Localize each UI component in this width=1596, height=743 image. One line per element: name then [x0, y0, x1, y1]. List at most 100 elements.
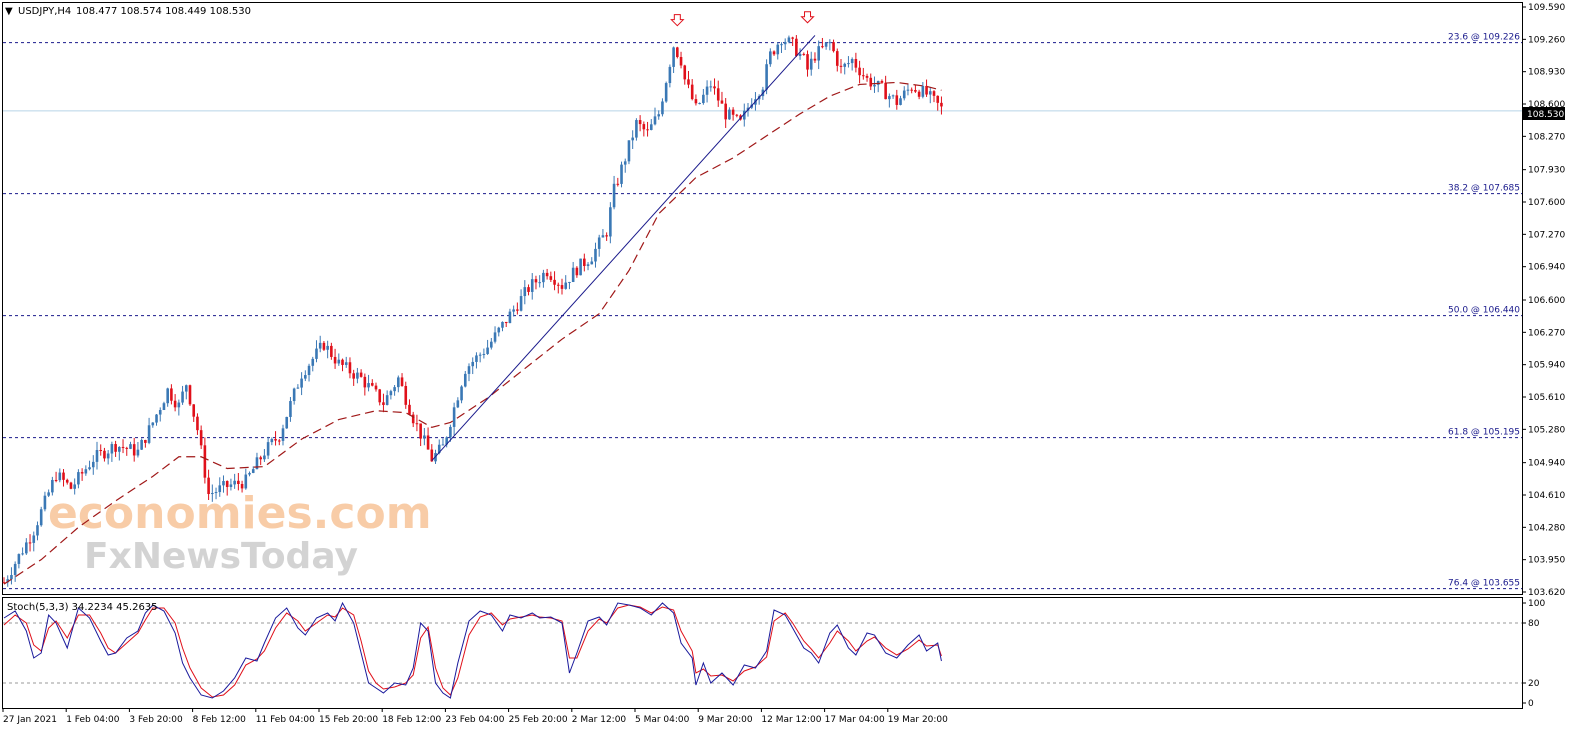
candle-bullish [672, 47, 675, 67]
collapse-arrow-icon[interactable]: ▼ [5, 6, 13, 17]
candle-bullish [482, 353, 486, 355]
y-tick-label: 107.930 [1528, 166, 1565, 176]
candle-bearish [352, 373, 355, 379]
candle-bullish [181, 391, 184, 403]
candle-bullish [385, 395, 389, 405]
candle-bullish [921, 85, 925, 97]
candle-bearish [835, 51, 839, 66]
candle-bearish [225, 481, 229, 487]
candle-bullish [449, 426, 452, 438]
stoch-label: Stoch(5,3,3) 34.2234 45.2635 [7, 602, 158, 613]
candle-bearish [240, 483, 244, 489]
candle-bearish [274, 439, 277, 441]
candle-bullish [899, 98, 902, 105]
x-tick-label: 25 Feb 20:00 [509, 715, 568, 725]
candle-bearish [605, 235, 608, 237]
y-tick-label: 108.270 [1528, 132, 1565, 142]
candle-bearish [884, 82, 887, 100]
candle-bullish [653, 116, 657, 125]
candle-bullish [233, 480, 236, 485]
y-tick-label: 105.610 [1528, 393, 1565, 403]
candle-bearish [735, 114, 739, 116]
candle-bullish [423, 435, 426, 439]
candle-bullish [475, 355, 478, 362]
candle-bullish [471, 361, 475, 367]
candle-bullish [463, 373, 467, 387]
candle-bullish [95, 450, 99, 462]
candle-bullish [564, 282, 568, 289]
candle-bullish [17, 554, 21, 564]
candle-bearish [534, 279, 538, 283]
candle-bullish [631, 137, 634, 141]
time-axis: 27 Jan 2021 1 Feb 04:00 3 Feb 20:00 8 Feb 1… [2, 708, 948, 725]
candle-bullish [158, 410, 162, 415]
candle-bullish [456, 400, 460, 408]
candle-bearish [144, 439, 147, 443]
x-tick-label: 2 Mar 12:00 [572, 715, 627, 725]
candle-bullish [77, 472, 80, 485]
y-tick-label: 108.930 [1528, 68, 1565, 78]
candle-bullish [229, 484, 233, 487]
candle-bullish [147, 425, 151, 443]
stoch-tick-label: 20 [1528, 679, 1540, 689]
watermark-economies: economies.com [48, 488, 432, 539]
candle-bearish [400, 377, 404, 386]
candle-bearish [114, 444, 117, 452]
candle-bearish [724, 103, 727, 120]
candle-bearish [720, 100, 724, 104]
candle-bearish [516, 309, 519, 311]
candle-bullish [497, 327, 501, 333]
x-tick-label: 9 Mar 20:00 [698, 715, 753, 725]
candle-bullish [39, 509, 43, 526]
candle-bullish [828, 42, 832, 44]
x-tick-label: 19 Mar 20:00 [888, 715, 948, 725]
candle-bullish [118, 446, 121, 452]
y-tick-label: 103.620 [1528, 588, 1565, 598]
y-tick-label: 107.600 [1528, 198, 1565, 208]
candle-bullish [281, 428, 285, 441]
candle-bearish [832, 42, 835, 52]
watermark-fxnewstoday: FxNewsToday [84, 536, 358, 577]
swing-high-arrow-icon [670, 14, 685, 27]
candle-bullish [530, 279, 534, 292]
candle-bullish [84, 469, 88, 474]
candle-bearish [880, 80, 884, 83]
candle-bullish [311, 358, 315, 366]
candle-bullish [289, 401, 292, 417]
candle-bullish [906, 89, 910, 91]
candle-bullish [296, 387, 300, 389]
candle-bullish [36, 525, 39, 536]
candle-bearish [359, 372, 363, 377]
candle-bearish [936, 95, 940, 103]
candle-bullish [140, 439, 143, 450]
candle-bearish [862, 75, 865, 77]
candle-bullish [326, 345, 329, 350]
candle-bearish [99, 450, 103, 452]
chart-ohlc: 108.477 108.574 108.449 108.530 [76, 6, 251, 17]
candle-bullish [337, 359, 341, 364]
x-tick-label: 1 Feb 04:00 [66, 715, 120, 725]
swing-high-arrow-icon [800, 11, 815, 24]
candle-bullish [300, 378, 303, 388]
fib-level-label: 23.6 @ 109.226 [1448, 33, 1520, 43]
candle-bullish [843, 63, 847, 67]
candle-bullish [579, 258, 582, 276]
candle-bullish [307, 365, 311, 376]
y-tick-label: 109.590 [1528, 3, 1565, 13]
y-tick-label: 104.280 [1528, 523, 1565, 533]
candle-bullish [620, 164, 623, 184]
candle-bullish [88, 467, 91, 470]
candle-bullish [847, 63, 850, 65]
y-tick-label: 104.940 [1528, 459, 1565, 469]
fibonacci-levels: 23.6 @ 109.226 38.2 @ 107.685 50.0 @ 106.4… [3, 33, 1522, 590]
candle-bullish [318, 342, 322, 349]
candle-bullish [91, 461, 95, 468]
candle-bearish [132, 444, 136, 456]
candle-bearish [382, 402, 385, 405]
candle-bullish [162, 403, 166, 411]
candle-bullish [627, 140, 631, 162]
stoch-tick-label: 100 [1528, 599, 1545, 609]
candle-bullish [32, 535, 36, 543]
x-tick-label: 23 Feb 04:00 [445, 715, 504, 725]
